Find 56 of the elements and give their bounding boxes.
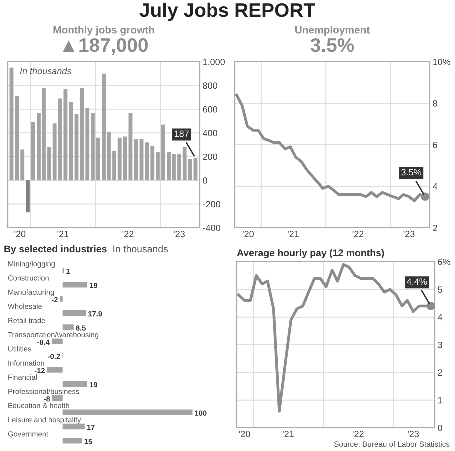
y-tick-label: -400: [203, 224, 220, 232]
y-tick-label: 0: [438, 424, 442, 432]
chart-subtitle: ▲187,000: [63, 38, 148, 56]
annotation: 4.4%: [407, 278, 428, 286]
y-tick-label: 10%: [433, 58, 451, 66]
y-tick-label: 600: [203, 106, 218, 113]
y-tick-label: 8: [433, 100, 438, 107]
x-tick-label: '21: [288, 231, 299, 238]
chart-title: Unemployment: [296, 26, 370, 36]
y-tick-label: -200: [203, 201, 220, 208]
bar: [62, 438, 82, 444]
x-tick-label: '20: [14, 231, 26, 238]
y-tick-label: 2: [438, 370, 442, 376]
y-tick-label: 800: [203, 82, 218, 90]
x-tick-label: '21: [58, 231, 69, 238]
x-tick-label: '22: [352, 431, 364, 438]
x-tick-label: '20: [243, 231, 254, 238]
bar: [52, 338, 63, 344]
bar: [62, 424, 85, 430]
y-tick-label: 2: [433, 224, 438, 232]
bar: [47, 367, 63, 373]
chart-title: Average hourly pay (12 months): [237, 249, 384, 259]
text: July Jobs REPORT: [140, 2, 316, 22]
y-tick-label: 6%: [438, 258, 451, 266]
x-tick-label: '23: [174, 231, 186, 238]
bar: [62, 381, 88, 388]
y-tick-label: 200: [203, 154, 218, 160]
x-tick-label: '23: [408, 431, 420, 438]
bar: [62, 324, 74, 330]
y-tick-label: 1: [438, 397, 442, 404]
annotation: 187: [174, 130, 189, 138]
x-tick-label: '23: [404, 231, 415, 238]
y-tick-label: 400: [202, 130, 218, 137]
y-tick-label: 5: [438, 286, 442, 294]
bar: [26, 180, 30, 213]
annotation: 3.5%: [402, 169, 422, 176]
chart-title: By selected industries: [4, 245, 107, 255]
bar: [60, 296, 63, 302]
y-tick-label: 4: [432, 184, 438, 190]
x-tick-label: '21: [283, 431, 294, 438]
y-tick-label: 1,000: [203, 58, 226, 66]
bar: [52, 396, 63, 402]
x-tick-label: '22: [122, 231, 134, 238]
annotation: In thousands: [20, 68, 72, 74]
chart-title: Monthly jobs growth: [54, 26, 154, 36]
x-tick-label: '22: [352, 231, 364, 238]
chart-subtitle: In thousands: [114, 245, 168, 253]
chart-subtitle: 3.5%: [310, 38, 354, 52]
bar: [62, 282, 88, 288]
y-tick-label: 6: [433, 142, 438, 148]
y-tick-label: 4: [438, 314, 443, 321]
y-tick-label: 0: [203, 178, 208, 184]
x-tick-label: '20: [239, 431, 250, 438]
bar: [62, 410, 193, 416]
y-tick-label: 3: [438, 342, 442, 348]
bar: [62, 310, 86, 316]
